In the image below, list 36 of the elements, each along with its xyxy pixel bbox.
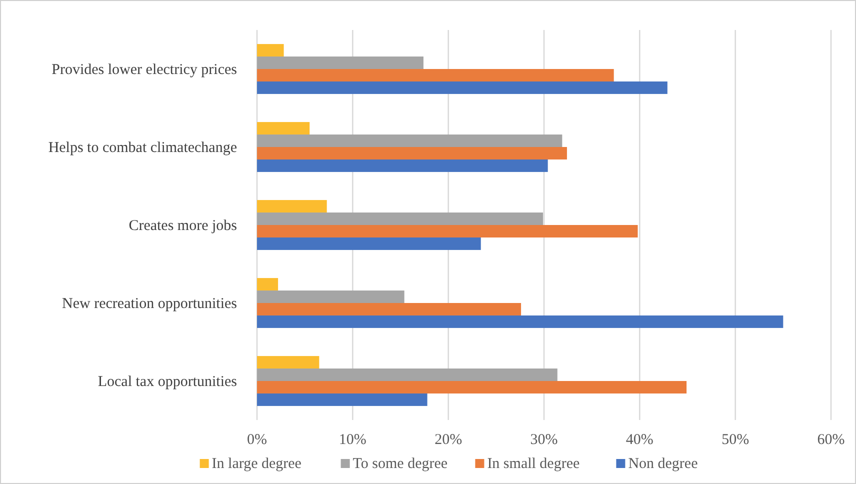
y-tick-label: Provides lower electricy prices <box>52 62 238 78</box>
x-tick-label: 30% <box>530 432 558 448</box>
legend-label: In large degree <box>212 456 302 472</box>
bar <box>257 56 424 69</box>
bar <box>257 237 481 250</box>
bar <box>257 69 614 82</box>
x-tick-label: 20% <box>434 432 462 448</box>
bar <box>257 225 638 238</box>
x-tick-label: 10% <box>338 432 366 448</box>
y-tick-label: New recreation opportunities <box>62 296 238 312</box>
bar <box>257 122 310 135</box>
bar <box>257 381 687 394</box>
legend-label: In small degree <box>487 456 580 472</box>
bar <box>257 44 284 57</box>
bar <box>257 290 404 303</box>
bar <box>257 212 544 225</box>
x-tick-label: 60% <box>817 432 845 448</box>
bar <box>257 147 567 160</box>
x-tick-label: 50% <box>722 432 750 448</box>
bar <box>257 356 320 369</box>
y-tick-label: Helps to combat climatechange <box>48 140 238 156</box>
bar <box>257 200 327 213</box>
y-tick-label: Local tax opportunities <box>98 374 238 390</box>
y-tick-label: Creates more jobs <box>128 218 238 234</box>
bar <box>257 134 562 147</box>
legend-label: Non degree <box>628 456 698 472</box>
bar <box>257 159 548 172</box>
x-tick-label: 40% <box>626 432 654 448</box>
bar <box>257 393 428 406</box>
bar <box>257 278 278 291</box>
bar <box>257 81 668 94</box>
x-tick-label: 0% <box>247 432 267 448</box>
bar <box>257 315 784 328</box>
bar <box>257 303 522 316</box>
legend-label: To some degree <box>352 456 448 472</box>
bar <box>257 368 558 381</box>
